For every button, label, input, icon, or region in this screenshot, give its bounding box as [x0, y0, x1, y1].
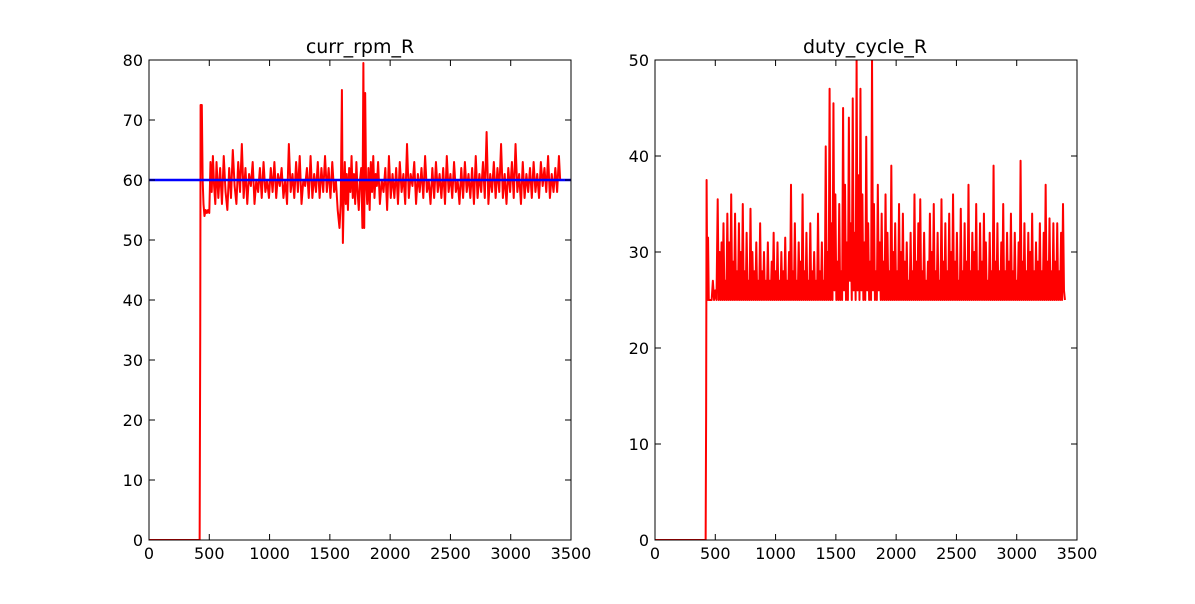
- series-layer: [149, 62, 571, 540]
- series-line-0: [655, 60, 1066, 540]
- x-tick-label: 1500: [815, 544, 856, 563]
- y-tick-label: 50: [123, 231, 143, 250]
- subplot-title: duty_cycle_R: [803, 36, 927, 58]
- y-tick-label: 40: [123, 291, 143, 310]
- subplot-duty-cycle: duty_cycle_R 0 500 1000 1500 2000 2500 3000 350…: [629, 36, 1098, 563]
- x-tick-label: 3000: [490, 544, 531, 563]
- series-layer: [655, 60, 1066, 540]
- y-tick-label: 70: [123, 111, 143, 130]
- x-tick-label: 2500: [430, 544, 471, 563]
- y-tick-label: 10: [629, 435, 649, 454]
- x-tick-label: 2500: [936, 544, 977, 563]
- ticks-layer: 0 500 1000 1500 2000 2500 3000 3500 0 10 20 30 40 50: [629, 51, 1098, 563]
- ticks-layer: 0 500 1000 1500 2000 2500 3000 3500 0 10 20 30 40 50 6…: [123, 51, 592, 563]
- y-tick-label: 30: [123, 351, 143, 370]
- y-tick-label: 20: [629, 339, 649, 358]
- y-tick-label: 30: [629, 243, 649, 262]
- x-tick-label: 3500: [551, 544, 592, 563]
- x-tick-label: 500: [194, 544, 225, 563]
- y-tick-label: 80: [123, 51, 143, 70]
- y-tick-label: 60: [123, 171, 143, 190]
- x-tick-label: 2000: [370, 544, 411, 563]
- y-tick-label: 50: [629, 51, 649, 70]
- y-tick-label: 20: [123, 411, 143, 430]
- x-tick-label: 500: [700, 544, 731, 563]
- y-tick-label: 10: [123, 471, 143, 490]
- subplot-curr-rpm: curr_rpm_R 0 500 1000 1500 2000 2500 3000 35000…: [123, 36, 592, 563]
- x-tick-label: 1000: [755, 544, 796, 563]
- x-tick-label: 3500: [1057, 544, 1098, 563]
- y-tick-label: 0: [133, 531, 143, 550]
- x-tick-label: 0: [650, 544, 660, 563]
- x-tick-label: 2000: [876, 544, 917, 563]
- y-tick-label: 40: [629, 147, 649, 166]
- x-tick-label: 1000: [249, 544, 290, 563]
- series-line-0: [149, 62, 562, 540]
- axes-frame: [654, 59, 1078, 541]
- x-tick-label: 0: [144, 544, 154, 563]
- x-tick-label: 3000: [996, 544, 1037, 563]
- x-tick-label: 1500: [309, 544, 350, 563]
- y-tick-label: 0: [639, 531, 649, 550]
- subplot-title: curr_rpm_R: [306, 36, 414, 58]
